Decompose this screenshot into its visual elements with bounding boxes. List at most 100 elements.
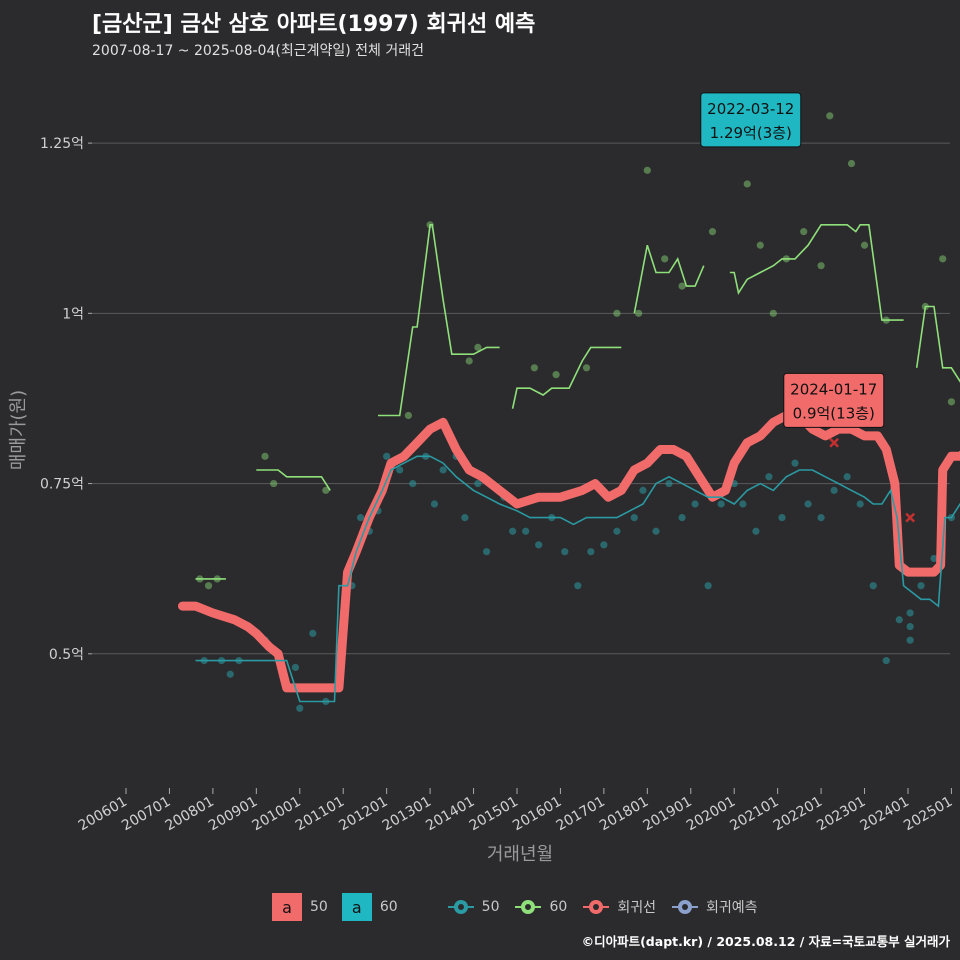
scatter-point-50: [613, 527, 621, 535]
chart-subtitle: 2007-08-17 ~ 2025-08-04(최근계약일) 전체 거래건: [92, 43, 424, 59]
legend-key-60: 60: [513, 893, 567, 921]
scatter-point-50: [665, 479, 673, 488]
legend-fill-swatch-50: a: [272, 893, 302, 921]
scatter-point-60: [817, 262, 825, 270]
x-tick-label: 201801: [597, 794, 651, 835]
series-60-line: [915, 305, 960, 383]
scatter-point-50: [509, 527, 517, 535]
scatter-point-60: [465, 357, 473, 365]
x-tick-label: 200701: [119, 794, 173, 835]
scatter-point-50: [587, 548, 595, 556]
scatter-point-50: [830, 486, 838, 494]
x-tick-label: 202301: [814, 794, 868, 835]
scatter-point-50: [817, 514, 825, 522]
legend-swatch-regression: [581, 893, 611, 921]
scatter-point-50: [717, 500, 725, 508]
scatter-point-50: [691, 500, 699, 508]
scatter-point-50: [843, 473, 851, 481]
series-50-line: [195, 455, 960, 703]
x-tick-label: 202201: [771, 794, 825, 835]
scatter-point-50: [869, 582, 877, 590]
y-tick-label: 1억: [62, 306, 84, 322]
legend-swatch-forecast: [670, 893, 700, 921]
legend-fill-swatch-60: a: [341, 893, 372, 921]
scatter-point-50: [409, 479, 417, 488]
scatter-point-50: [765, 473, 773, 481]
y-axis-title: 매매가(원): [8, 390, 29, 470]
regression-x-marker: [905, 512, 916, 523]
scatter-point-50: [630, 514, 638, 522]
scatter-point-60: [661, 255, 669, 263]
x-tick-label: 200601: [76, 794, 130, 835]
y-tick-label: 1.25억: [40, 136, 84, 152]
scatter-point-60: [756, 241, 764, 249]
x-tick-label: 200901: [206, 794, 260, 835]
scatter-point-50: [482, 548, 491, 556]
legend-label: 50: [481, 899, 500, 915]
scatter-point-60: [678, 282, 686, 290]
x-tick-label: 201301: [380, 794, 434, 835]
series-60-line: [633, 244, 705, 314]
scatter-point-50: [678, 514, 686, 522]
series-60-line: [256, 469, 331, 491]
scatter-point-50: [791, 459, 799, 467]
x-tick-label: 201601: [510, 794, 564, 835]
scatter-point-60: [635, 309, 643, 317]
scatter-point-60: [800, 228, 808, 236]
scatter-point-50: [930, 554, 938, 563]
x-tick-label: 201001: [249, 794, 303, 835]
series-60-line: [378, 224, 500, 417]
scatter-point-50: [739, 500, 747, 508]
scatter-point-50: [652, 527, 660, 535]
x-tick-label: 202401: [858, 794, 912, 835]
scatter-point-60: [552, 371, 560, 379]
scatter-point-60: [847, 159, 856, 168]
legend-label: 50: [310, 899, 328, 915]
scatter-point-50: [704, 582, 712, 590]
scatter-point-50: [430, 500, 439, 508]
scatter-point-50: [906, 622, 914, 631]
scatter-point-60: [743, 180, 751, 188]
scatter-point-60: [404, 411, 412, 420]
legend-swatch-50: [446, 893, 476, 921]
scatter-point-60: [613, 309, 621, 317]
legend-label: 회귀선: [617, 900, 656, 916]
series-60-line: [729, 224, 904, 321]
scatter-point-50: [356, 514, 365, 522]
x-axis-title: 거래년월: [487, 844, 553, 865]
max-60-callout-box: [700, 92, 802, 148]
x-tick-label: 200801: [163, 794, 217, 835]
scatter-point-50: [906, 636, 914, 644]
legend-label: 60: [549, 899, 568, 915]
x-tick-label: 201501: [467, 794, 521, 835]
scatter-point-50: [383, 452, 391, 460]
scatter-point-50: [309, 629, 317, 637]
scatter-point-50: [474, 479, 482, 488]
legend-key-fill-50: a 50: [272, 893, 328, 921]
legend-key-regression: 회귀선: [581, 893, 656, 921]
scatter-point-50: [535, 541, 543, 549]
scatter-point-60: [474, 343, 482, 351]
scatter-point-60: [708, 228, 717, 236]
scatter-point-60: [860, 241, 869, 249]
legend-key-50: 50: [446, 893, 500, 921]
latest-regression-callout-date: 2024-01-17: [790, 380, 877, 398]
legend: a 50 a 60 50 60 회귀선 회귀예측: [272, 893, 771, 921]
x-tick-label: 201101: [293, 794, 347, 835]
scatter-point-60: [204, 582, 213, 590]
y-tick-label: 0.5억: [49, 647, 84, 663]
scatter-point-60: [270, 479, 278, 488]
scatter-point-60: [322, 486, 330, 494]
x-tick-label: 201201: [336, 794, 390, 835]
scatter-point-50: [439, 466, 447, 474]
scatter-point-60: [769, 309, 777, 317]
legend-swatch-60: [513, 893, 543, 921]
legend-key-fill-60: a 60: [341, 893, 398, 921]
scatter-point-50: [906, 609, 914, 617]
scatter-point-50: [804, 500, 812, 508]
scatter-point-60: [530, 364, 538, 372]
scatter-point-50: [461, 514, 469, 522]
scatter-point-60: [826, 112, 834, 120]
scatter-point-60: [261, 452, 269, 460]
footer-credit: ©디아파트(dapt.kr) / 2025.08.12 / 자료=국토교통부 실…: [581, 934, 950, 949]
